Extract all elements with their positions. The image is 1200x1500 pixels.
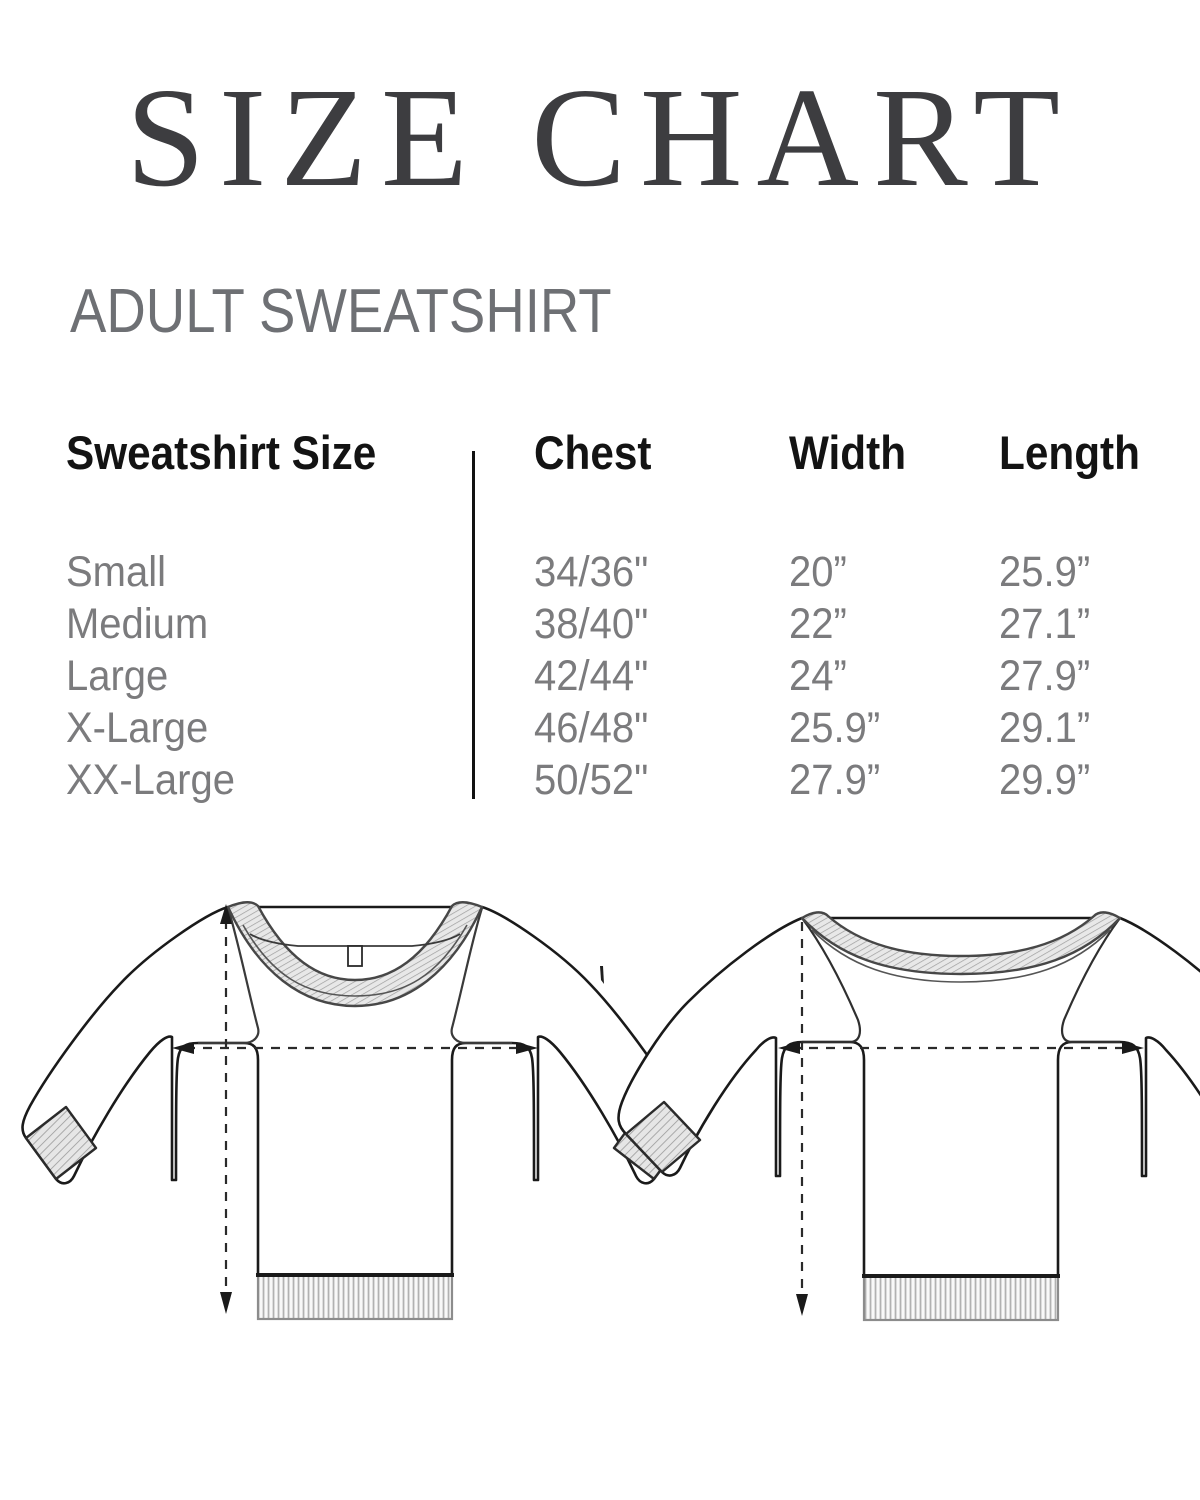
cell-length: 25.9” xyxy=(999,548,1091,596)
ink-artifact xyxy=(600,966,604,984)
cell-chest: 42/44" xyxy=(534,652,649,700)
size-table-body: Small 34/36" 20” 25.9” Medium 38/40" 22”… xyxy=(0,546,1200,806)
cell-chest: 50/52" xyxy=(534,756,649,804)
table-row: Small 34/36" 20” 25.9” xyxy=(0,546,1200,598)
table-row: Large 42/44" 24” 27.9” xyxy=(0,650,1200,702)
sweatshirt-front-view xyxy=(21,901,689,1321)
cell-chest: 38/40" xyxy=(534,600,649,648)
cell-size: XX-Large xyxy=(66,756,235,804)
column-header-width: Width xyxy=(789,426,907,479)
front-hem-rib xyxy=(256,1273,454,1321)
back-hem-rib xyxy=(862,1274,1060,1322)
cell-width: 27.9” xyxy=(789,756,881,804)
cell-chest: 46/48" xyxy=(534,704,649,752)
front-raglan-seam-right xyxy=(450,907,512,1045)
cell-size: X-Large xyxy=(66,704,209,752)
front-width-arrow-left xyxy=(172,1042,194,1054)
table-row: Medium 38/40" 22” 27.1” xyxy=(0,598,1200,650)
cell-length: 29.1” xyxy=(999,704,1091,752)
front-raglan-seam-left xyxy=(198,907,260,1045)
garment-illustrations xyxy=(0,880,1200,1340)
cell-size: Medium xyxy=(66,600,209,648)
front-length-arrow-bottom xyxy=(220,1292,232,1314)
page-title: SIZE CHART xyxy=(126,58,1074,216)
neck-label-tag xyxy=(347,945,363,967)
back-neck-inner-line xyxy=(811,929,1111,983)
front-neck-inner-line xyxy=(242,924,468,997)
back-width-arrow-left xyxy=(778,1042,800,1054)
cell-width: 24” xyxy=(789,652,847,700)
column-divider xyxy=(472,451,475,799)
column-header-size: Sweatshirt Size xyxy=(66,426,377,479)
back-width-arrow-right xyxy=(1122,1042,1144,1054)
table-row: XX-Large 50/52" 27.9” 29.9” xyxy=(0,754,1200,806)
front-width-arrow-right xyxy=(516,1042,538,1054)
sweatshirt-back-view xyxy=(617,911,1200,1322)
column-header-length: Length xyxy=(999,426,1140,479)
back-shoulder-seam-left xyxy=(801,917,861,1044)
back-shoulder-seam-right xyxy=(1061,917,1121,1044)
back-length-arrow-bottom xyxy=(796,1294,808,1316)
cell-length: 27.9” xyxy=(999,652,1091,700)
cell-width: 25.9” xyxy=(789,704,881,752)
cell-length: 29.9” xyxy=(999,756,1091,804)
cell-width: 22” xyxy=(789,600,847,648)
cell-width: 20” xyxy=(789,548,847,596)
size-table: Sweatshirt Size Chest Width Length Small… xyxy=(0,425,1200,825)
back-cuff-left xyxy=(624,1100,702,1174)
cell-size: Large xyxy=(66,652,169,700)
cell-chest: 34/36" xyxy=(534,548,649,596)
back-neck-rib xyxy=(800,911,1122,976)
front-cuff-left xyxy=(24,1105,98,1181)
cell-size: Small xyxy=(66,548,167,596)
front-length-arrow-top xyxy=(220,904,232,924)
cell-length: 27.1” xyxy=(999,600,1091,648)
page-subtitle: ADULT SWEATSHIRT xyxy=(70,277,612,346)
table-row: X-Large 46/48" 25.9” 29.1” xyxy=(0,702,1200,754)
column-header-chest: Chest xyxy=(534,426,652,479)
